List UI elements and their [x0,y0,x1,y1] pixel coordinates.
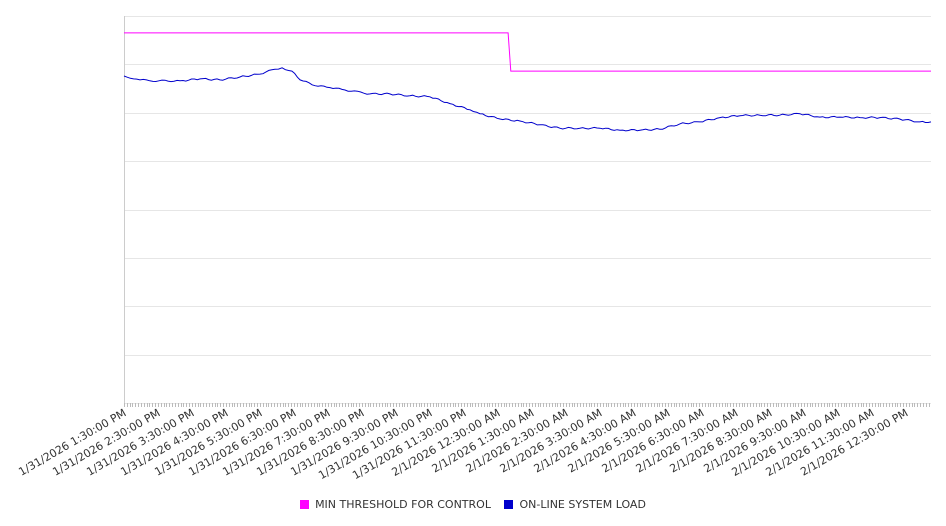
legend-label: MIN THRESHOLD FOR CONTROL [315,498,491,511]
axes [124,16,930,407]
gridlines [124,16,931,404]
legend-item-load[interactable]: ON-LINE SYSTEM LOAD [504,498,646,511]
series-line-system-load [123,67,932,132]
legend-swatch [504,500,514,509]
x-tick-labels: 1/31/2026 1:30:00 PM1/31/2026 2:30:00 PM… [16,406,910,482]
legend-label: ON-LINE SYSTEM LOAD [519,498,646,511]
series-line-threshold [124,32,931,72]
legend-item-threshold[interactable]: MIN THRESHOLD FOR CONTROL [300,498,491,511]
series-lines [123,32,932,132]
legend-swatch [300,500,310,509]
legend: MIN THRESHOLD FOR CONTROL ON-LINE SYSTEM… [0,498,946,512]
